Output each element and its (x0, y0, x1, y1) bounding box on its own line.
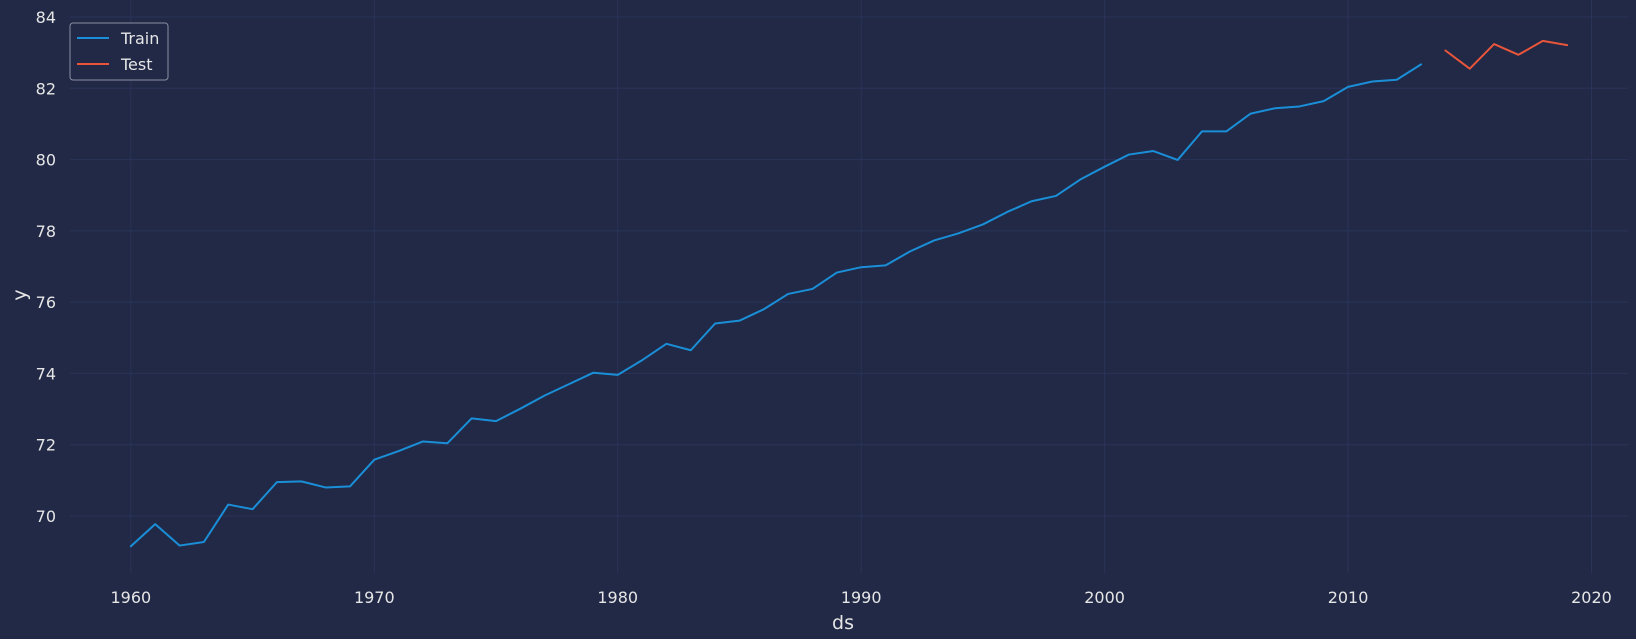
legend-train-label: Train (120, 29, 159, 48)
grid-layer (70, 0, 1628, 573)
y-tick-label: 78 (36, 222, 56, 241)
x-axis-label: ds (832, 612, 854, 634)
y-tick-label: 82 (36, 79, 56, 98)
x-tick-label: 2000 (1084, 588, 1125, 607)
x-tick-label: 1980 (597, 588, 638, 607)
tick-labels: 1960 1970 1980 1990 2000 2010 2020 70 72 74 76 78 80… (36, 8, 1612, 607)
y-tick-label: 70 (36, 507, 56, 526)
series-layer (129, 39, 1569, 548)
x-tick-label: 1960 (111, 588, 152, 607)
series-line-train (129, 63, 1423, 548)
legend-test-label: Test (120, 55, 153, 74)
x-tick-label: 2010 (1328, 588, 1369, 607)
y-tick-label: 74 (36, 364, 56, 383)
y-axis-label: y (9, 289, 31, 300)
x-tick-label: 1990 (841, 588, 882, 607)
y-tick-label: 76 (36, 293, 56, 312)
y-tick-label: 80 (36, 151, 56, 170)
legend: Train Test (69, 22, 169, 81)
y-tick-label: 84 (36, 8, 56, 27)
series-line-test (1444, 39, 1569, 70)
x-tick-label: 1970 (354, 588, 395, 607)
y-tick-label: 72 (36, 436, 56, 455)
x-tick-label: 2020 (1571, 588, 1612, 607)
